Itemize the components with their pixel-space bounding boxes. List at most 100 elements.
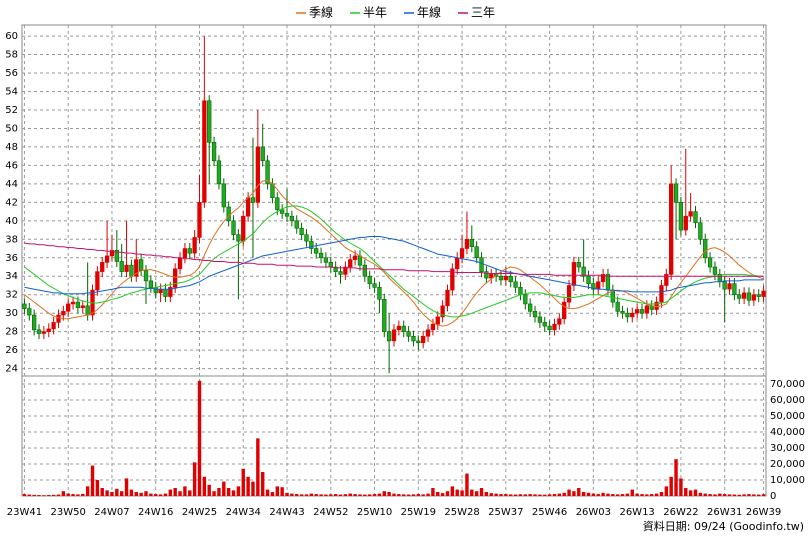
volume-bar xyxy=(552,494,557,496)
candle-body xyxy=(425,329,431,337)
candle-body xyxy=(226,206,231,222)
volume-bar xyxy=(727,494,732,496)
volume-bar xyxy=(708,494,712,496)
volume-bar xyxy=(226,488,231,496)
volume-bar xyxy=(119,491,124,496)
volume-bar xyxy=(659,492,664,496)
volume-bar xyxy=(256,438,260,496)
volume-bar xyxy=(56,494,61,496)
volume-bar xyxy=(732,494,737,496)
y-tick-label: 42 xyxy=(5,197,18,208)
volume-bar xyxy=(124,478,129,496)
candle-body xyxy=(450,268,455,291)
volume-bar xyxy=(742,494,746,496)
candle-body xyxy=(688,211,693,217)
candle-body xyxy=(464,238,470,249)
volume-bar xyxy=(747,494,751,496)
volume-bar xyxy=(353,494,357,496)
x-tick-label: 26W22 xyxy=(663,507,698,518)
volume-bar xyxy=(674,459,678,496)
volume-bar xyxy=(343,494,348,496)
y2-tick-label: 20,000 xyxy=(770,459,805,470)
candle-body xyxy=(557,318,562,325)
candle-body xyxy=(192,237,197,254)
volume-bar xyxy=(713,494,717,496)
volume-bar xyxy=(280,487,284,496)
candle-body xyxy=(401,325,406,332)
volume-bar xyxy=(61,491,66,496)
volume-bar xyxy=(465,473,469,496)
x-tick-label: 25W19 xyxy=(401,507,436,518)
volume-bar xyxy=(392,493,396,496)
volume-bar xyxy=(411,494,416,496)
volume-bar xyxy=(489,493,493,496)
volume-bar xyxy=(134,492,138,496)
candle-body xyxy=(372,283,377,288)
candle-body xyxy=(639,309,645,314)
candle-body xyxy=(547,325,552,331)
y2-tick-label: 0 xyxy=(770,491,776,502)
ma-line xyxy=(24,179,764,327)
x-tick-label: 25W10 xyxy=(357,507,392,518)
volume-bar xyxy=(650,494,654,496)
candle-body xyxy=(275,197,280,211)
candle-body xyxy=(532,311,538,318)
volume-bar xyxy=(693,489,698,496)
candle-body xyxy=(600,274,606,283)
candle-body xyxy=(241,215,246,242)
candle-body xyxy=(566,285,572,303)
volume-bar xyxy=(402,494,406,496)
candle-body xyxy=(386,331,392,342)
candle-body xyxy=(318,252,324,259)
y-tick-label: 58 xyxy=(5,50,18,61)
candle-body xyxy=(46,328,51,332)
candle-body xyxy=(479,257,484,272)
volume-bar xyxy=(509,494,513,496)
y-tick-label: 36 xyxy=(5,253,18,264)
candle-body xyxy=(314,248,319,254)
volume-bar xyxy=(324,494,328,496)
candle-body xyxy=(323,257,329,263)
candle-body xyxy=(654,301,659,310)
candle-body xyxy=(104,255,110,263)
volume-bar xyxy=(90,465,95,496)
candle-body xyxy=(309,240,314,249)
volume-bar xyxy=(436,492,440,496)
candle-body xyxy=(70,301,76,305)
candle-body xyxy=(250,197,256,203)
candle-body xyxy=(620,311,625,314)
volume-bar xyxy=(440,493,445,496)
y2-tick-label: 70,000 xyxy=(770,379,805,390)
candle-body xyxy=(343,266,348,275)
candle-body xyxy=(673,183,679,203)
volume-bar xyxy=(654,493,659,496)
candle-body xyxy=(36,329,42,334)
volume-bar xyxy=(406,494,411,496)
volume-bar xyxy=(197,380,202,496)
y-tick-label: 32 xyxy=(5,290,18,301)
candle-body xyxy=(32,314,37,331)
candle-body xyxy=(114,250,119,262)
volume-bar xyxy=(581,492,586,496)
candle-body xyxy=(362,264,367,277)
candle-body xyxy=(138,259,144,271)
candle-body xyxy=(576,262,581,268)
candle-body xyxy=(41,331,47,334)
legend-label: 半年 xyxy=(363,6,387,20)
volume-bar xyxy=(596,494,600,496)
candle-body xyxy=(109,250,115,257)
candle-body xyxy=(644,305,650,314)
volume-bar xyxy=(470,489,474,496)
volume-bar xyxy=(460,490,464,496)
y-tick-label: 30 xyxy=(5,308,18,319)
candle-body xyxy=(304,234,309,242)
volume-bar xyxy=(333,494,338,496)
candle-body xyxy=(207,100,212,143)
candle-body xyxy=(231,220,236,235)
candle-body xyxy=(124,264,129,272)
candle-body xyxy=(664,274,669,286)
candle-body xyxy=(80,305,85,308)
candle-body xyxy=(751,294,756,301)
volume-bar xyxy=(718,493,722,496)
